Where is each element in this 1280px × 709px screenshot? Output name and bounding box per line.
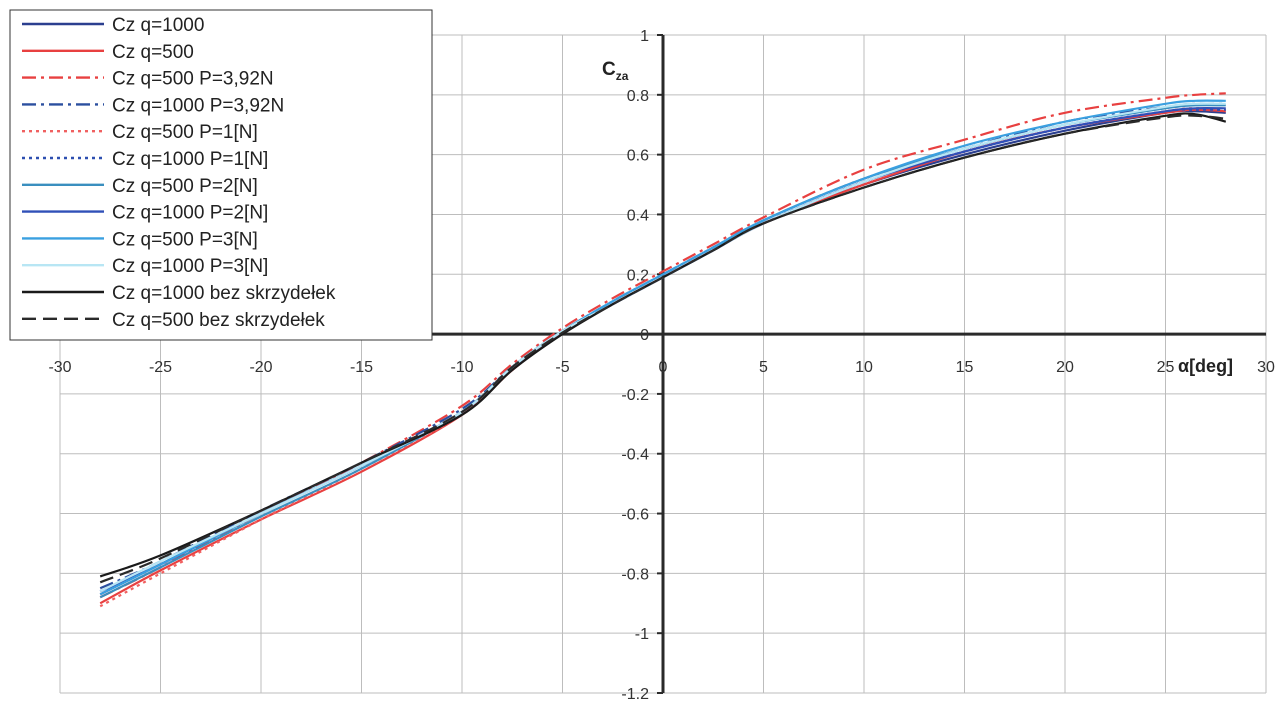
y-tick-label-2: 0.6 bbox=[627, 148, 649, 165]
x-tick-labels: -30 -25 -20 -15 -10 -5 0 5 10 15 20 25 30 bbox=[48, 359, 1275, 376]
x-tick-label-7: 5 bbox=[759, 359, 768, 376]
y-tick-labels: 1 0.8 0.6 0.4 0.2 0 -0.2 -0.4 -0.6 -0.8 -1 -1.2 bbox=[621, 28, 649, 703]
series-line-11 bbox=[99, 114, 1226, 584]
x-tick-label-5: -5 bbox=[555, 359, 569, 376]
x-axis-label: α[deg] bbox=[1178, 356, 1233, 376]
x-tick-label-4: -10 bbox=[450, 359, 473, 376]
x-tick-label-2: -20 bbox=[249, 359, 272, 376]
y-tick-label-4: 0.2 bbox=[627, 267, 649, 284]
y-tick-label-0: 1 bbox=[640, 28, 649, 45]
legend-label-6: Cz q=500 P=2[N] bbox=[112, 176, 258, 197]
y-tick-label-5: 0 bbox=[640, 327, 649, 344]
series-group bbox=[99, 92, 1227, 608]
legend: Cz q=1000 Cz q=500 Cz q=500 P=3,92N Cz q=10… bbox=[9, 9, 433, 341]
y-tick-label-8: -0.6 bbox=[621, 507, 649, 524]
y-tick-label-11: -1.2 bbox=[621, 686, 649, 703]
x-tick-label-0: -30 bbox=[48, 359, 71, 376]
x-tick-label-1: -25 bbox=[149, 359, 172, 376]
y-tick-label-9: -0.8 bbox=[621, 566, 649, 583]
y-tick-label-1: 0.8 bbox=[627, 88, 649, 105]
y-tick-label-10: -1 bbox=[635, 626, 649, 643]
legend-label-11: Cz q=500 bez skrzydełek bbox=[112, 310, 325, 331]
y-tick-label-7: -0.4 bbox=[621, 447, 649, 464]
x-tick-label-8: 10 bbox=[855, 359, 873, 376]
legend-label-8: Cz q=500 P=3[N] bbox=[112, 229, 258, 250]
legend-box bbox=[9, 9, 433, 341]
x-tick-label-12: 30 bbox=[1257, 359, 1275, 376]
legend-label-3: Cz q=1000 P=3,92N bbox=[112, 95, 284, 116]
x-tick-label-3: -15 bbox=[350, 359, 373, 376]
y-axis-label: Cza bbox=[602, 59, 629, 83]
y-axis-label-sub: za bbox=[616, 69, 629, 83]
legend-label-2: Cz q=500 P=3,92N bbox=[112, 69, 274, 90]
x-tick-label-11: 25 bbox=[1157, 359, 1175, 376]
legend-label-1: Cz q=500 bbox=[112, 42, 194, 63]
y-tick-label-3: 0.4 bbox=[627, 207, 649, 224]
series-line-2 bbox=[99, 92, 1226, 599]
x-tick-label-10: 20 bbox=[1056, 359, 1074, 376]
legend-label-5: Cz q=1000 P=1[N] bbox=[112, 149, 268, 170]
x-tick-label-9: 15 bbox=[956, 359, 974, 376]
y-tick-label-6: -0.2 bbox=[621, 387, 649, 404]
x-tick-label-6: 0 bbox=[659, 359, 668, 376]
legend-label-4: Cz q=500 P=1[N] bbox=[112, 122, 258, 143]
legend-label-7: Cz q=1000 P=2[N] bbox=[112, 203, 268, 224]
legend-label-10: Cz q=1000 bez skrzydełek bbox=[112, 283, 336, 304]
legend-label-0: Cz q=1000 bbox=[112, 15, 204, 36]
legend-label-9: Cz q=1000 P=3[N] bbox=[112, 256, 268, 277]
y-axis-label-main: C bbox=[602, 59, 616, 80]
